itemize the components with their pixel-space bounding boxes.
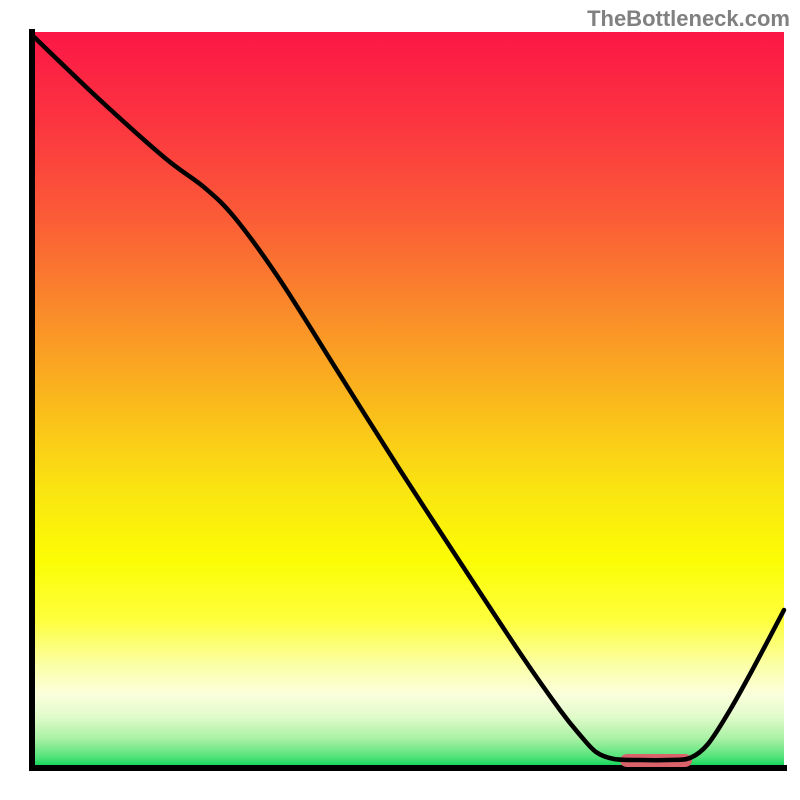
chart-container: TheBottleneck.com: [0, 0, 800, 800]
watermark-text: TheBottleneck.com: [587, 6, 790, 32]
bottleneck-chart: [0, 0, 800, 800]
